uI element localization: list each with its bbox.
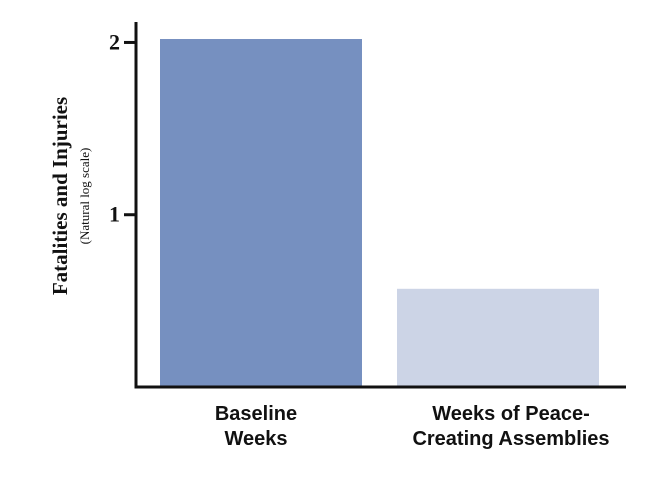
category-label: Weeks bbox=[224, 428, 287, 450]
y-axis-title: Fatalities and Injuries bbox=[48, 97, 72, 295]
y-axis-label: Fatalities and Injuries (Natural log sca… bbox=[48, 97, 92, 295]
y-axis-subtitle: (Natural log scale) bbox=[77, 148, 92, 245]
bar-1 bbox=[160, 39, 362, 387]
category-label: Baseline bbox=[215, 403, 297, 425]
bars-layer bbox=[160, 39, 599, 387]
y-ticks: 12 bbox=[109, 29, 136, 227]
bar-2 bbox=[397, 288, 599, 387]
category-label: Weeks of Peace- bbox=[432, 403, 590, 425]
category-labels: Baseline Weeks Weeks of Peace- Creating Ass… bbox=[215, 403, 610, 450]
y-tick-label: 2 bbox=[109, 29, 120, 54]
y-tick-label: 1 bbox=[109, 202, 120, 227]
category-label: Creating Assemblies bbox=[412, 428, 609, 450]
